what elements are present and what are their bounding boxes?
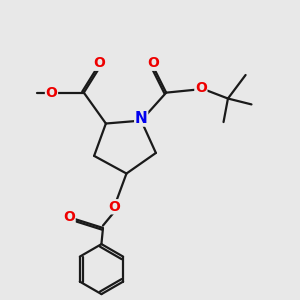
Text: O: O: [195, 81, 207, 95]
Text: N: N: [135, 111, 148, 126]
Text: O: O: [63, 210, 75, 224]
Text: O: O: [93, 56, 105, 70]
Text: O: O: [108, 200, 120, 214]
Text: O: O: [46, 85, 57, 100]
Text: O: O: [147, 56, 159, 70]
